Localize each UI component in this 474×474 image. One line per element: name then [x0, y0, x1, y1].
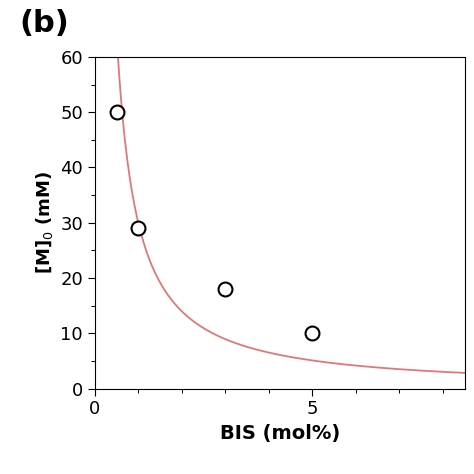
Point	[135, 225, 142, 232]
Point	[221, 285, 229, 293]
X-axis label: BIS (mol%): BIS (mol%)	[219, 424, 340, 443]
Point	[309, 329, 316, 337]
Text: (b): (b)	[19, 9, 69, 38]
Y-axis label: [M]$_0$ (mM): [M]$_0$ (mM)	[34, 171, 55, 274]
Point	[113, 109, 120, 116]
